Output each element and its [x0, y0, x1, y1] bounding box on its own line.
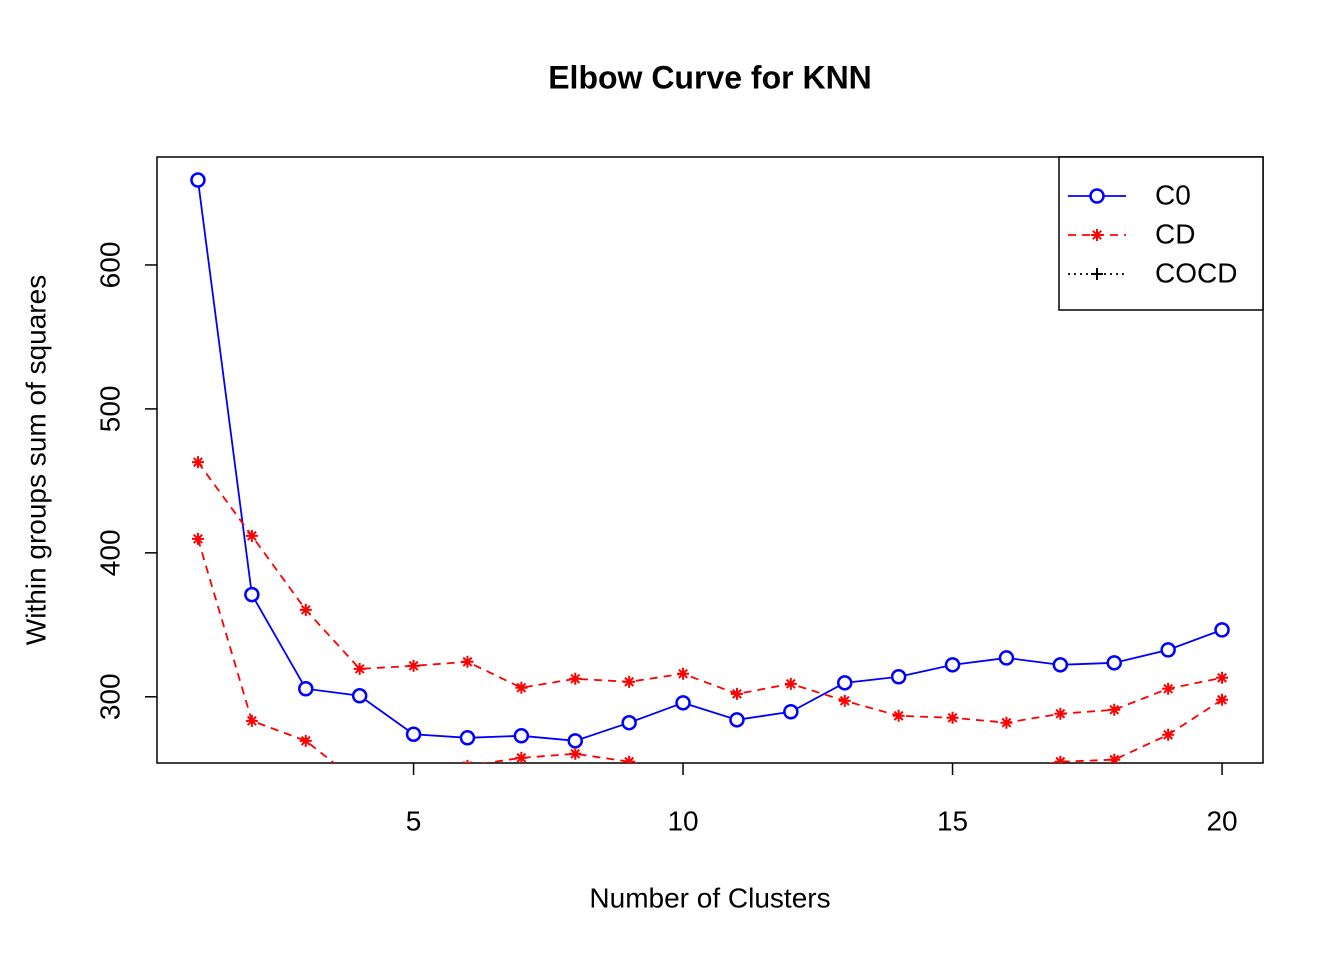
point — [353, 662, 366, 675]
point — [730, 687, 743, 700]
point — [1108, 753, 1121, 763]
point — [890, 669, 907, 685]
point — [731, 777, 743, 789]
legend-label: C0 — [1155, 179, 1191, 210]
point — [1214, 622, 1230, 638]
point — [245, 714, 258, 727]
point — [407, 659, 420, 672]
point — [785, 784, 797, 796]
point — [783, 704, 799, 720]
x-tick-label: 20 — [1206, 805, 1237, 836]
point — [515, 681, 528, 694]
point — [461, 655, 474, 668]
point — [1162, 682, 1175, 695]
point — [1216, 693, 1229, 706]
point — [1106, 655, 1122, 671]
point — [1216, 671, 1229, 684]
point — [675, 695, 691, 711]
point — [623, 755, 636, 763]
y-tick-label: 500 — [94, 386, 125, 433]
x-tick-label: 10 — [667, 805, 698, 836]
y-tick-label: 400 — [94, 529, 125, 576]
point — [623, 675, 636, 688]
point — [190, 172, 206, 188]
point — [298, 680, 314, 697]
legend-label: COCD — [1155, 257, 1237, 288]
legend-marker — [1089, 188, 1105, 204]
point — [1108, 703, 1121, 716]
point — [515, 751, 528, 763]
legend-marker — [1091, 268, 1103, 280]
point — [245, 529, 258, 542]
point — [1000, 766, 1012, 778]
point — [947, 777, 959, 789]
point — [838, 694, 851, 707]
point — [567, 733, 584, 749]
y-tick-label: 600 — [94, 242, 125, 289]
point — [1052, 657, 1069, 673]
x-tick-label: 15 — [937, 805, 968, 836]
point — [784, 677, 797, 690]
point — [1160, 642, 1176, 658]
x-tick-label: 5 — [406, 805, 422, 836]
y-axis-label: Within groups sum of squares — [20, 275, 51, 645]
point — [729, 712, 745, 728]
point — [513, 728, 530, 744]
point — [1162, 728, 1175, 741]
point — [839, 792, 851, 804]
point — [191, 532, 204, 545]
legend-marker — [1091, 229, 1103, 241]
point — [998, 650, 1015, 666]
point — [244, 586, 260, 603]
legend-label: CD — [1155, 218, 1195, 249]
point — [893, 784, 905, 796]
point — [944, 657, 961, 673]
point — [677, 667, 690, 680]
plot-frame — [156, 156, 1264, 764]
point — [459, 730, 476, 746]
point — [354, 777, 366, 789]
plot-area — [190, 172, 1230, 804]
point — [836, 675, 853, 691]
point — [299, 734, 312, 747]
point — [408, 792, 420, 804]
point — [405, 726, 422, 742]
point — [191, 456, 204, 469]
series-line — [197, 538, 1223, 763]
point — [1000, 716, 1013, 729]
y-tick-label: 300 — [94, 673, 125, 720]
series-line — [197, 461, 1223, 724]
series-line — [197, 179, 1223, 742]
point — [1054, 707, 1067, 720]
point — [946, 711, 959, 724]
point — [569, 747, 582, 760]
point — [299, 603, 312, 616]
legend-box — [1058, 156, 1264, 311]
point — [892, 709, 905, 722]
chart-title: Elbow Curve for KNN — [548, 59, 872, 95]
point — [462, 759, 473, 763]
point — [1054, 755, 1067, 763]
point — [569, 672, 582, 685]
point — [621, 714, 637, 731]
point — [351, 688, 368, 704]
x-axis-label: Number of Clusters — [589, 882, 830, 913]
